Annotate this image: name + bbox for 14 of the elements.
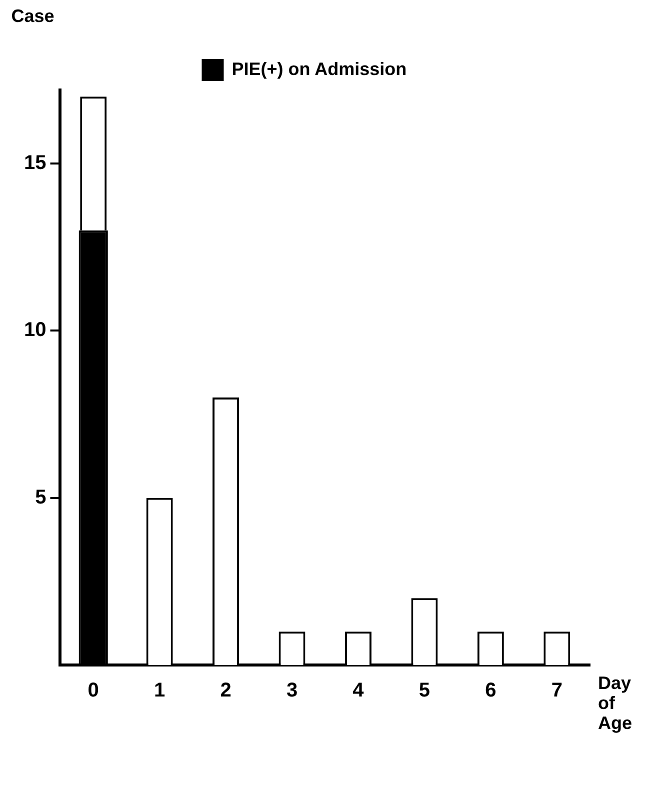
x-tick-label: 4: [352, 680, 365, 702]
x-tick-label: 2: [220, 680, 232, 702]
x-tick-label: 1: [154, 680, 166, 702]
x-axis-title: Day of Age: [598, 672, 632, 733]
y-tick-label: 10: [24, 319, 46, 342]
x-tick-label: 0: [88, 680, 99, 702]
x-tick-label: 6: [485, 680, 496, 702]
y-tick-label: 15: [24, 152, 46, 174]
x-tick-label: 3: [286, 680, 298, 702]
x-tick-label: 5: [418, 680, 430, 702]
y-axis-title: Case: [11, 6, 54, 26]
y-tick-label: 5: [35, 486, 46, 508]
legend-label: PIE(+) on Admission: [232, 58, 407, 79]
x-tick-label: 7: [551, 680, 562, 702]
